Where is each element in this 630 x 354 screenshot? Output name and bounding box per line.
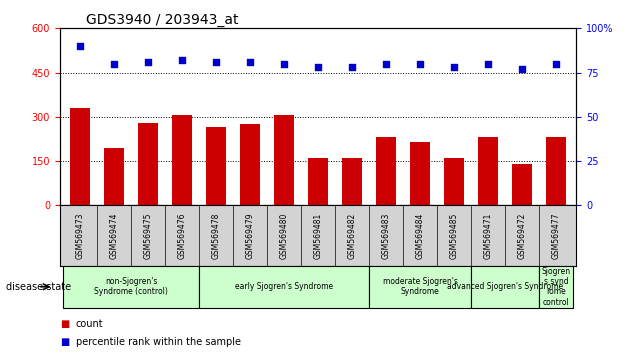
Text: GDS3940 / 203943_at: GDS3940 / 203943_at (86, 13, 238, 27)
Point (313, 64, 323, 70)
Point (449, 64, 459, 70)
Bar (274, 115, 294, 205)
Point (381, 61, 391, 67)
Bar (63, 266, 199, 308)
Bar (240, 124, 260, 205)
Bar (444, 158, 464, 205)
Point (483, 61, 493, 67)
Text: moderate Sjogren's
Syndrome: moderate Sjogren's Syndrome (382, 277, 457, 296)
Bar (369, 266, 471, 308)
Bar (410, 142, 430, 205)
Bar (104, 148, 125, 205)
Text: ■: ■ (60, 337, 69, 347)
Text: GSM569483: GSM569483 (382, 212, 391, 259)
Text: count: count (76, 319, 103, 329)
Bar (478, 137, 498, 205)
Text: GSM569476: GSM569476 (178, 212, 186, 259)
Text: percentile rank within the sample: percentile rank within the sample (76, 337, 241, 347)
Point (75, 43, 85, 49)
Text: advanced Sjogren's Syndrome: advanced Sjogren's Syndrome (447, 282, 563, 291)
Bar (70, 108, 91, 205)
Text: GSM569479: GSM569479 (246, 212, 255, 259)
Point (347, 64, 357, 70)
Text: GSM569474: GSM569474 (110, 212, 118, 259)
Point (109, 61, 119, 67)
Text: GSM569475: GSM569475 (144, 212, 152, 259)
Point (551, 61, 561, 67)
Bar (471, 266, 539, 308)
Point (415, 61, 425, 67)
Point (517, 66, 527, 72)
Bar (539, 266, 573, 308)
Point (245, 59, 255, 65)
Bar (546, 137, 566, 205)
Bar (342, 158, 362, 205)
Text: early Sjogren's Syndrome: early Sjogren's Syndrome (235, 282, 333, 291)
Bar (138, 123, 158, 205)
Text: ■: ■ (60, 319, 69, 329)
Bar (206, 127, 226, 205)
Text: GSM569480: GSM569480 (280, 212, 289, 259)
Text: GSM569484: GSM569484 (416, 212, 425, 259)
Bar (172, 115, 192, 205)
Text: GSM569471: GSM569471 (484, 212, 493, 259)
Text: GSM569485: GSM569485 (450, 212, 459, 259)
Text: disease state: disease state (6, 282, 71, 292)
Bar (308, 158, 328, 205)
Bar (512, 164, 532, 205)
Point (279, 61, 289, 67)
Text: GSM569478: GSM569478 (212, 212, 220, 259)
Point (211, 59, 221, 65)
Text: GSM569481: GSM569481 (314, 212, 323, 258)
Point (177, 57, 187, 63)
Text: GSM569473: GSM569473 (76, 212, 85, 259)
Text: GSM569477: GSM569477 (551, 212, 561, 259)
Text: GSM569472: GSM569472 (518, 212, 527, 259)
Point (143, 59, 153, 65)
Bar (199, 266, 369, 308)
Bar (376, 137, 396, 205)
Text: Sjogren
s synd
rome
control: Sjogren s synd rome control (542, 267, 571, 307)
Text: non-Sjogren's
Syndrome (control): non-Sjogren's Syndrome (control) (94, 277, 168, 296)
Text: GSM569482: GSM569482 (348, 212, 357, 258)
